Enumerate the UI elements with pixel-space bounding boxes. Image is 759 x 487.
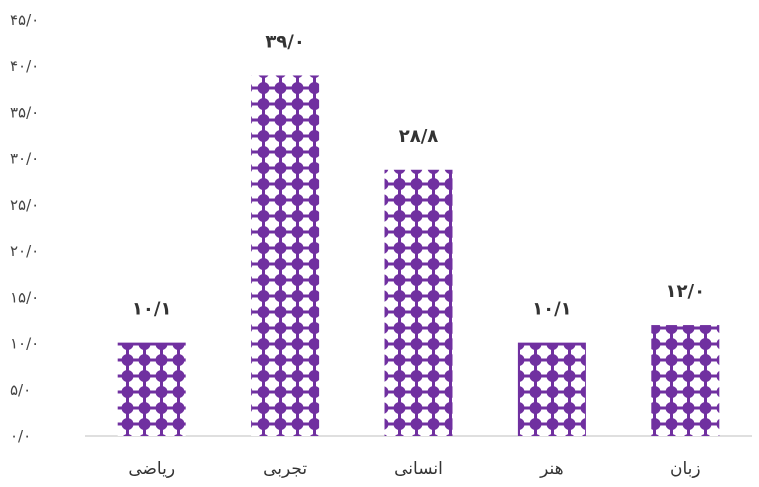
x-category-label: هنر [539,459,563,479]
bar [251,75,320,436]
data-labels: ۱۰/۱ ۳۹/۰ ۲۸/۸ ۱۰/۱ ۱۲/۰ [132,31,705,319]
data-label: ۲۸/۸ [399,126,439,147]
y-tick-label: ۳۵/۰ [10,103,39,121]
y-tick-label: ۲۵/۰ [10,196,39,214]
data-label: ۳۹/۰ [265,31,305,52]
data-label: ۱۲/۰ [666,281,706,302]
y-tick-label: ۱۰/۰ [10,335,39,353]
x-category-label: تجربی [263,459,307,479]
y-tick-label: ۳۰/۰ [10,150,39,168]
bar [517,342,586,436]
x-category-label: ریاضی [128,459,175,479]
y-tick-label: ۴۰/۰ [10,57,39,75]
y-axis-ticks: ۰/۰ ۵/۰ ۱۰/۰ ۱۵/۰ ۲۰/۰ ۲۵/۰ ۳۰/۰ ۳۵/۰ ۴۰/۰ ۴۵/۰ [10,11,39,445]
bar [117,342,186,436]
y-tick-label: ۲۰/۰ [10,242,39,260]
y-tick-label: ۱۵/۰ [10,288,39,306]
y-tick-label: ۴۵/۰ [10,11,39,29]
category-labels: ریاضی تجربی انسانی هنر زبان [128,459,700,479]
y-tick-label: ۵/۰ [10,381,31,399]
bar [651,325,720,436]
x-category-label: زبان [670,459,701,479]
x-category-label: انسانی [394,459,443,479]
data-label: ۱۰/۱ [132,299,172,320]
data-label: ۱۰/۱ [532,299,572,320]
bar [384,169,453,436]
bars [117,75,720,436]
y-tick-label: ۰/۰ [10,427,31,445]
